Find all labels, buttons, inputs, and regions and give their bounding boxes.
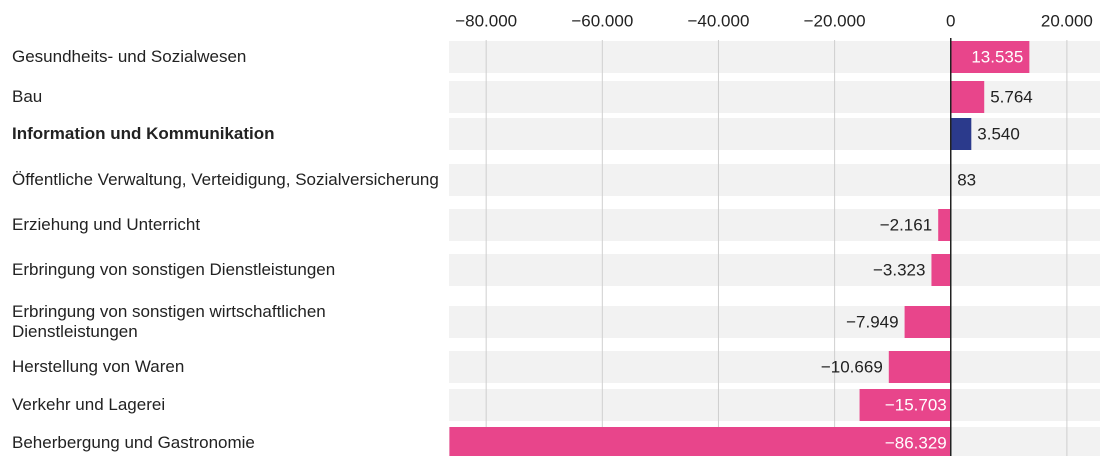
bar bbox=[950, 41, 1030, 73]
category-label: Erbringung von sonstigen Dienstleistunge… bbox=[12, 260, 336, 279]
bar bbox=[950, 118, 972, 150]
category-label: Gesundheits- und Sozialwesen bbox=[12, 47, 247, 66]
bar bbox=[938, 209, 951, 241]
x-tick-label: −40.000 bbox=[687, 11, 749, 30]
value-label: −2.161 bbox=[880, 215, 932, 234]
value-label: −3.323 bbox=[873, 260, 925, 279]
bar bbox=[449, 427, 951, 456]
x-tick-label: 20.000 bbox=[1041, 11, 1093, 30]
category-label: Öffentliche Verwaltung, Verteidigung, So… bbox=[12, 170, 439, 189]
category-label: Bau bbox=[12, 87, 43, 106]
row-band bbox=[449, 209, 1100, 241]
x-tick-label: −60.000 bbox=[571, 11, 633, 30]
row-band bbox=[449, 81, 1100, 113]
bar bbox=[904, 306, 951, 338]
category-label: Herstellung von Waren bbox=[12, 357, 185, 376]
value-label: 3.540 bbox=[977, 124, 1020, 143]
bar bbox=[859, 389, 951, 421]
category-label: Information und Kommunikation bbox=[12, 124, 275, 143]
row-band bbox=[449, 254, 1100, 286]
value-label: 83 bbox=[957, 170, 976, 189]
row-band bbox=[449, 306, 1100, 338]
bar bbox=[931, 254, 951, 286]
value-label: 13.535 bbox=[971, 47, 1023, 66]
value-label: −86.329 bbox=[885, 433, 947, 452]
row-band bbox=[449, 351, 1100, 383]
value-label: 5.764 bbox=[990, 87, 1033, 106]
row-band bbox=[449, 118, 1100, 150]
row-band bbox=[449, 389, 1100, 421]
value-label: −10.669 bbox=[821, 357, 883, 376]
value-label: −15.703 bbox=[885, 395, 947, 414]
x-tick-label: 0 bbox=[946, 11, 955, 30]
x-tick-label: −20.000 bbox=[804, 11, 866, 30]
x-tick-label: −80.000 bbox=[455, 11, 517, 30]
category-label: Beherbergung und Gastronomie bbox=[12, 433, 255, 452]
bar bbox=[950, 81, 985, 113]
row-band bbox=[449, 164, 1100, 196]
category-label: Verkehr und Lagerei bbox=[12, 395, 166, 414]
value-label: −7.949 bbox=[846, 312, 898, 331]
category-label: Erbringung von sonstigen wirtschaftliche… bbox=[12, 302, 326, 341]
bar bbox=[888, 351, 951, 383]
category-label: Erziehung und Unterricht bbox=[12, 215, 201, 234]
